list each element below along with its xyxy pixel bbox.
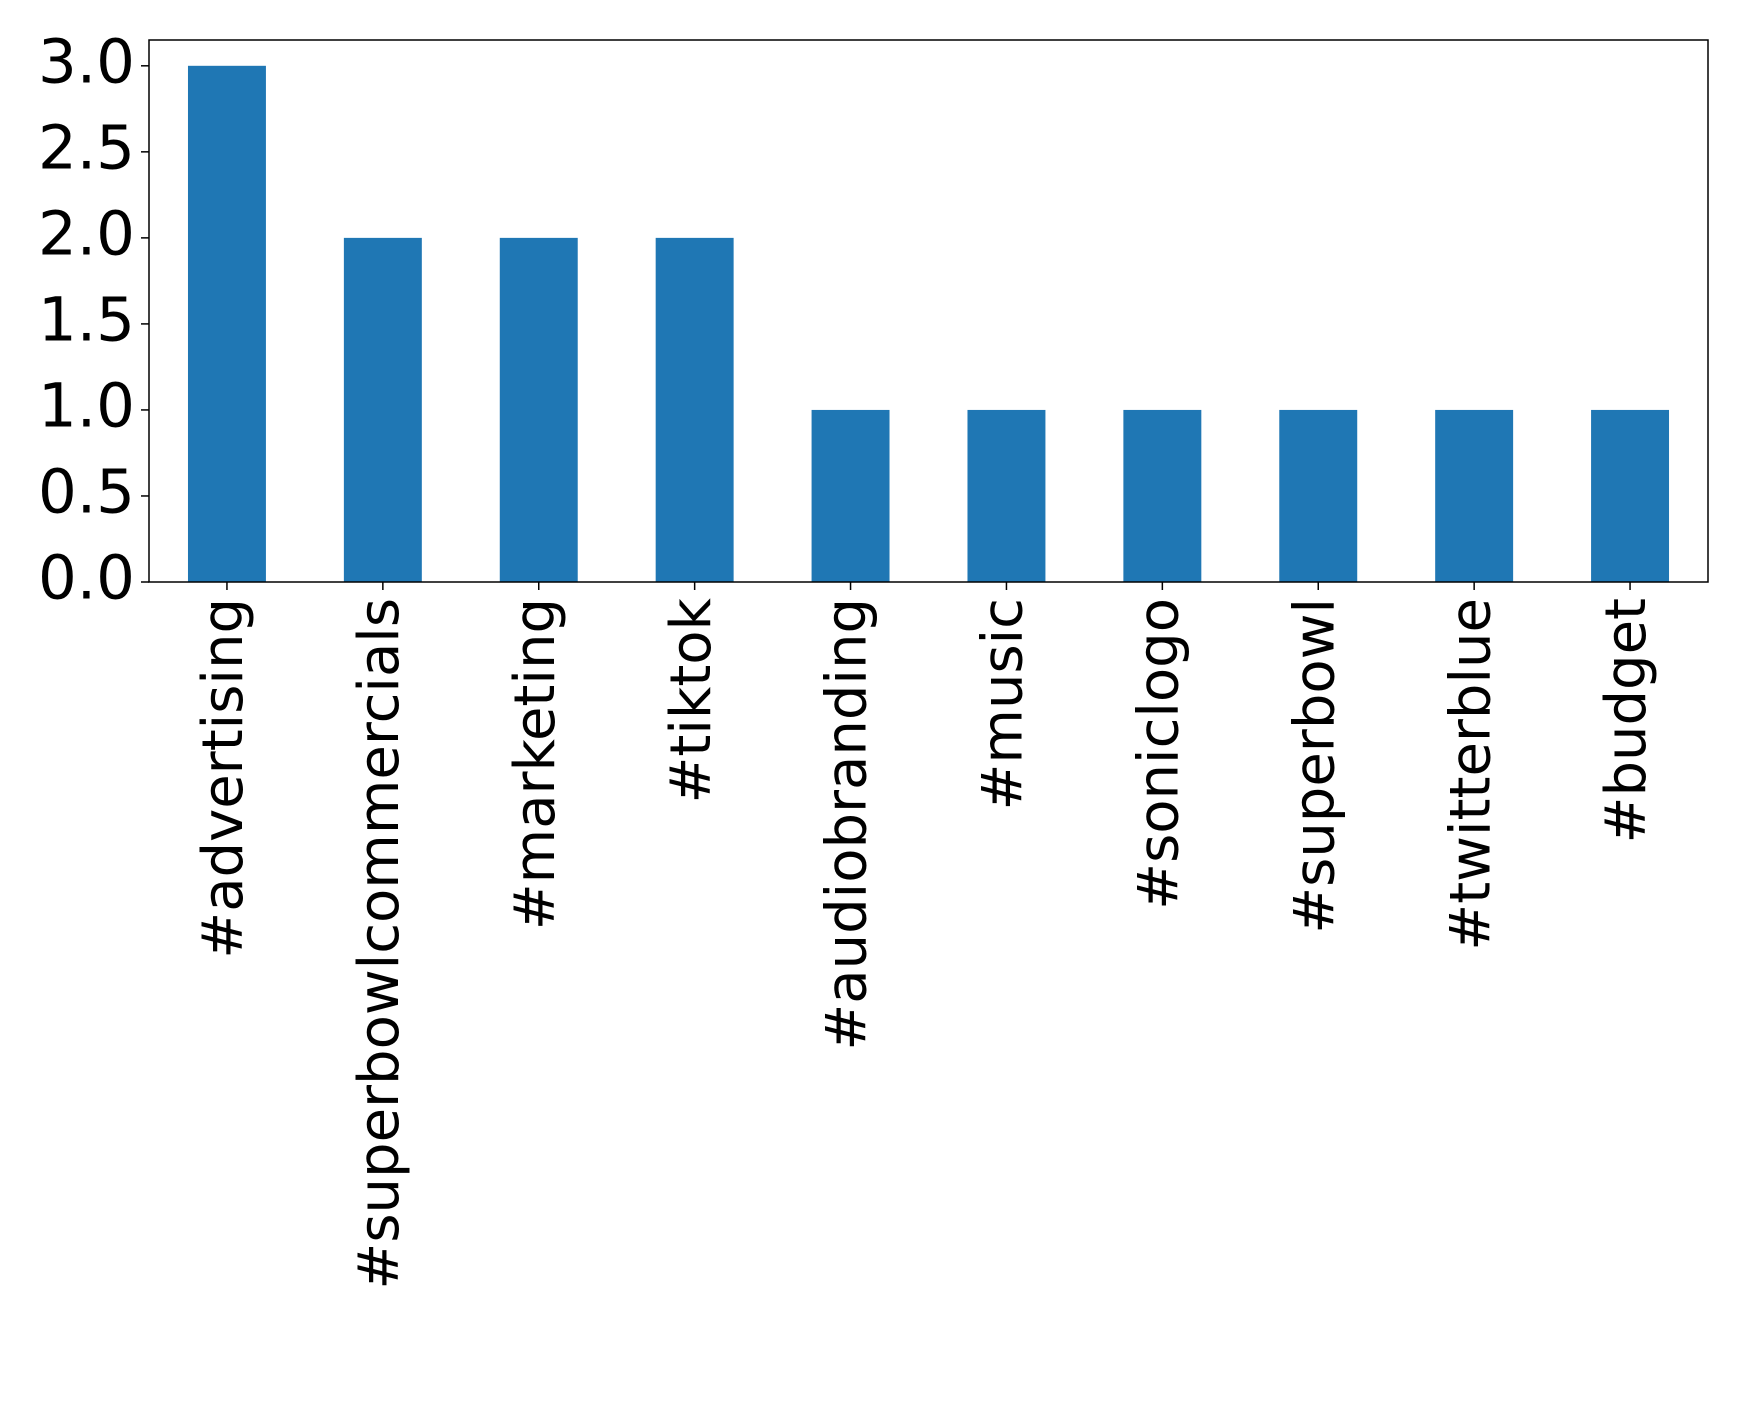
y-tick-label: 1.0 bbox=[38, 371, 135, 442]
bar bbox=[1123, 409, 1202, 582]
bar bbox=[1435, 409, 1514, 582]
plot-frame bbox=[148, 39, 1709, 583]
bar bbox=[499, 237, 578, 582]
x-tick-label: #music bbox=[971, 598, 1036, 811]
y-tick-label: 0.0 bbox=[38, 543, 135, 614]
x-tick-label: #audiobranding bbox=[815, 598, 880, 1051]
bar bbox=[655, 237, 734, 582]
x-tick-label: #twitterblue bbox=[1438, 598, 1503, 951]
bar bbox=[343, 237, 422, 582]
bar bbox=[187, 65, 266, 583]
x-tick-label: #budget bbox=[1594, 598, 1659, 843]
y-tick-label: 3.0 bbox=[38, 26, 135, 97]
y-tick-label: 1.5 bbox=[38, 284, 135, 355]
y-tick-label: 2.5 bbox=[38, 112, 135, 183]
x-tick-label: #advertising bbox=[191, 598, 256, 959]
bar bbox=[1591, 409, 1670, 582]
y-tick-label: 0.5 bbox=[38, 457, 135, 528]
bar bbox=[811, 409, 890, 582]
x-tick-label: #tiktok bbox=[659, 597, 724, 803]
x-tick-label: #superbowl bbox=[1282, 598, 1347, 934]
x-tick-label: #soniclogo bbox=[1126, 598, 1191, 910]
y-tick-label: 2.0 bbox=[38, 198, 135, 269]
bar bbox=[967, 409, 1046, 582]
x-tick-label: #superbowlcommercials bbox=[347, 598, 412, 1290]
x-tick-label: #marketing bbox=[503, 598, 568, 930]
bar bbox=[1279, 409, 1358, 582]
